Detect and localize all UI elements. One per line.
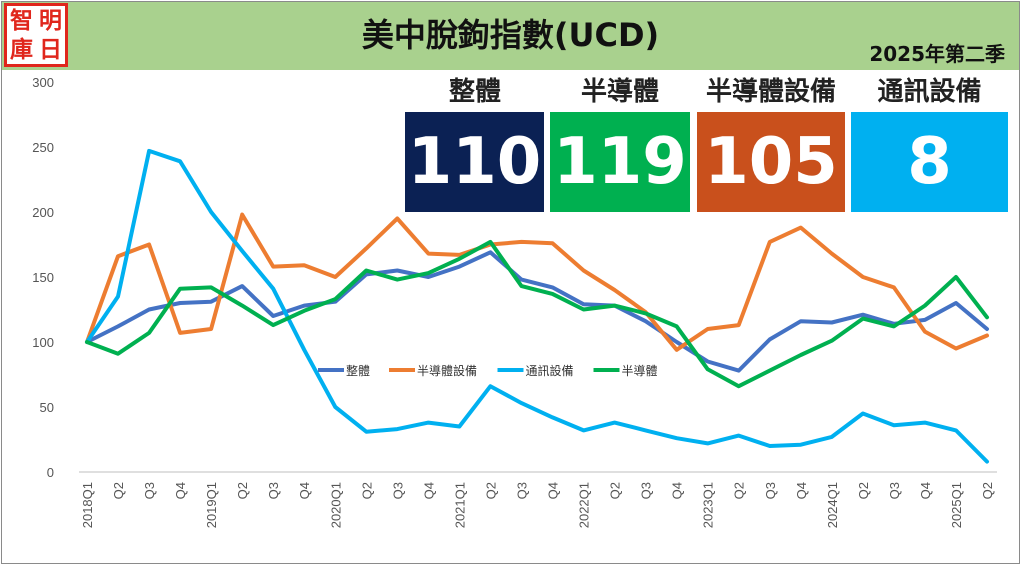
- x-tick-label: Q2: [608, 482, 623, 499]
- x-tick-label: Q2: [359, 482, 374, 499]
- x-tick-label: Q2: [980, 482, 995, 499]
- logo-char: 智: [10, 7, 33, 34]
- series-line: [85, 239, 989, 389]
- card-label-telecom-equipment: 通訊設備: [851, 72, 1008, 112]
- x-tick-label: Q2: [111, 482, 126, 499]
- chart-title: 美中脫鉤指數(UCD): [361, 16, 660, 54]
- x-tick-label: 2022Q1: [577, 482, 592, 528]
- card-value-telecom-equipment: 8: [851, 112, 1008, 212]
- card-label-semiconductor: 半導體: [550, 72, 690, 112]
- y-tick-label: 300: [32, 75, 54, 90]
- x-tick-label: 2024Q1: [825, 482, 840, 528]
- x-tick-label: 2020Q1: [328, 482, 343, 528]
- x-tick-label: Q4: [546, 482, 561, 499]
- x-tick-label: Q2: [856, 482, 871, 499]
- y-tick-label: 50: [40, 400, 54, 415]
- x-tick-label: Q2: [235, 482, 250, 499]
- x-tick-label: Q3: [887, 482, 902, 499]
- x-tick-label: Q2: [732, 482, 747, 499]
- x-tick-label: Q3: [390, 482, 405, 499]
- series-line: [85, 212, 989, 352]
- x-tick-label: 2021Q1: [452, 482, 467, 528]
- logo-seal: 智 明 庫 日: [4, 3, 68, 67]
- legend-label: 通訊設備: [526, 363, 574, 378]
- card-label-overall: 整體: [405, 72, 545, 112]
- x-tick-label: 2023Q1: [701, 482, 716, 528]
- card-value-semiconductor: 119: [550, 112, 690, 212]
- x-tick-label: Q4: [173, 482, 188, 499]
- x-tick-label: Q4: [794, 482, 809, 499]
- x-tick-label: Q3: [266, 482, 281, 499]
- y-tick-label: 200: [32, 205, 54, 220]
- y-tick-label: 100: [32, 335, 54, 350]
- card-value-overall: 110: [405, 112, 544, 212]
- x-tick-label: 2018Q1: [80, 482, 95, 528]
- legend: 整體 半導體設備 通訊設備 半導體: [318, 363, 658, 378]
- card-value-semi-equipment: 105: [697, 112, 845, 212]
- x-tick-label: Q3: [142, 482, 157, 499]
- legend-label: 半導體設備: [417, 363, 477, 378]
- x-tick-label: Q3: [514, 482, 529, 499]
- series-line: [85, 250, 989, 373]
- logo-char: 明: [39, 7, 62, 34]
- y-tick-label: 0: [47, 465, 54, 480]
- legend-label: 整體: [346, 363, 370, 378]
- period-label: 2025年第二季: [869, 42, 1005, 66]
- x-tick-label: 2025Q1: [949, 482, 964, 528]
- card-label-semi-equipment: 半導體設備: [697, 72, 845, 112]
- legend-label: 半導體: [622, 364, 658, 378]
- x-tick-label: Q4: [297, 482, 312, 499]
- x-tick-label: Q4: [918, 482, 933, 499]
- x-axis: 2018Q1 Q2 Q3 Q4 2019Q1 Q2 Q3 Q4 2020Q1 Q2 Q3 Q4 2021…: [79, 471, 997, 528]
- y-tick-label: 250: [32, 140, 54, 155]
- x-tick-label: Q4: [670, 482, 685, 499]
- x-tick-label: Q2: [483, 482, 498, 499]
- y-tick-label: 150: [32, 270, 54, 285]
- series-lines: [85, 148, 989, 464]
- x-tick-label: Q3: [763, 482, 778, 499]
- x-tick-label: 2019Q1: [204, 482, 219, 528]
- x-tick-label: Q3: [639, 482, 654, 499]
- logo-char: 庫: [10, 36, 33, 63]
- title-bar: 美中脫鉤指數(UCD) 2025年第二季: [2, 2, 1019, 70]
- series-line: [85, 148, 989, 464]
- x-tick-label: Q4: [421, 482, 436, 499]
- y-axis: 0 50 100 150 200 250 300: [32, 75, 54, 480]
- logo-char: 日: [39, 36, 62, 63]
